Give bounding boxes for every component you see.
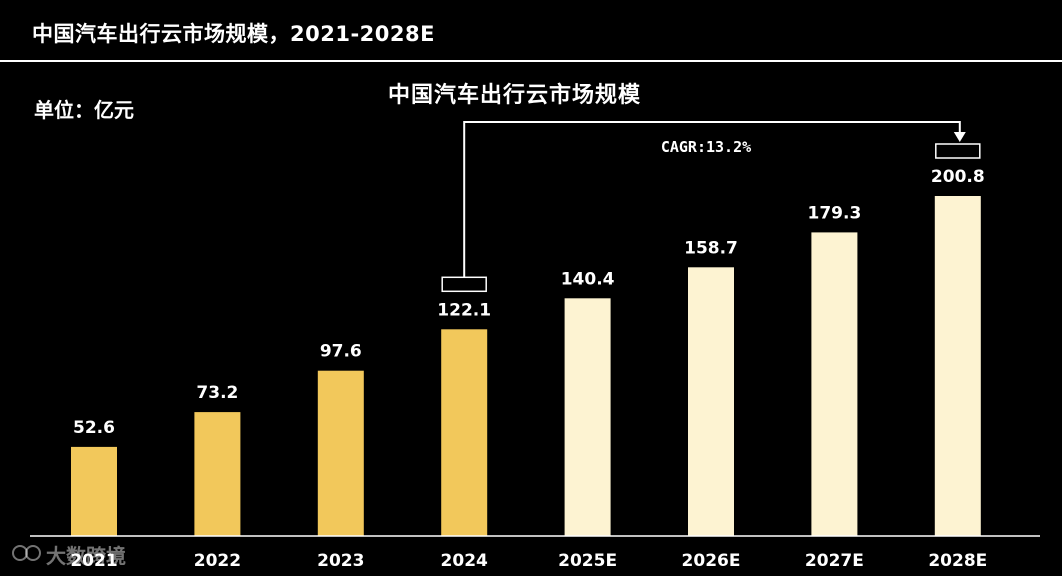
page-title: 中国汽车出行云市场规模，2021-2028E (32, 22, 435, 46)
cagr-label: CAGR:13.2% (661, 138, 751, 156)
cagr-arrow-icon (953, 132, 966, 142)
watermark-logo-icon (12, 545, 41, 561)
x-tick-label-2022: 2022 (194, 551, 241, 571)
bar-2028E (934, 196, 981, 536)
bar-2026E (688, 267, 734, 536)
x-tick-label-2021: 2021 (70, 551, 117, 571)
bar-2024 (441, 329, 488, 536)
value-label-2028E: 200.8 (931, 167, 985, 187)
bar-2027E (811, 232, 858, 536)
chart-title: 中国汽车出行云市场规模 (388, 83, 642, 108)
value-label-2022: 73.2 (196, 383, 238, 403)
x-tick-label-2028E: 2028E (928, 551, 987, 571)
value-label-2025E: 140.4 (561, 269, 615, 289)
value-label-2027E: 179.3 (808, 203, 862, 223)
bar-2023 (317, 370, 364, 536)
x-tick-label-2026E: 2026E (682, 551, 741, 571)
value-label-2026E: 158.7 (684, 238, 738, 258)
cagr-end-marker (935, 143, 981, 159)
x-tick-label-2024: 2024 (441, 551, 488, 571)
title-divider (0, 60, 1062, 62)
value-label-2023: 97.6 (320, 342, 362, 362)
x-tick-label-2023: 2023 (317, 551, 364, 571)
value-label-2021: 52.6 (73, 418, 115, 438)
bar-2021 (71, 446, 117, 536)
value-label-2024: 122.1 (437, 300, 491, 320)
x-tick-label-2027E: 2027E (805, 551, 864, 571)
bar-2022 (194, 412, 241, 536)
watermark-text: 大数跨境 (46, 544, 126, 568)
cagr-connector-line (463, 121, 961, 278)
unit-label: 单位：亿元 (34, 98, 134, 122)
x-tick-label-2025E: 2025E (558, 551, 617, 571)
bar-2025E (564, 298, 611, 536)
cagr-start-marker (441, 276, 487, 293)
